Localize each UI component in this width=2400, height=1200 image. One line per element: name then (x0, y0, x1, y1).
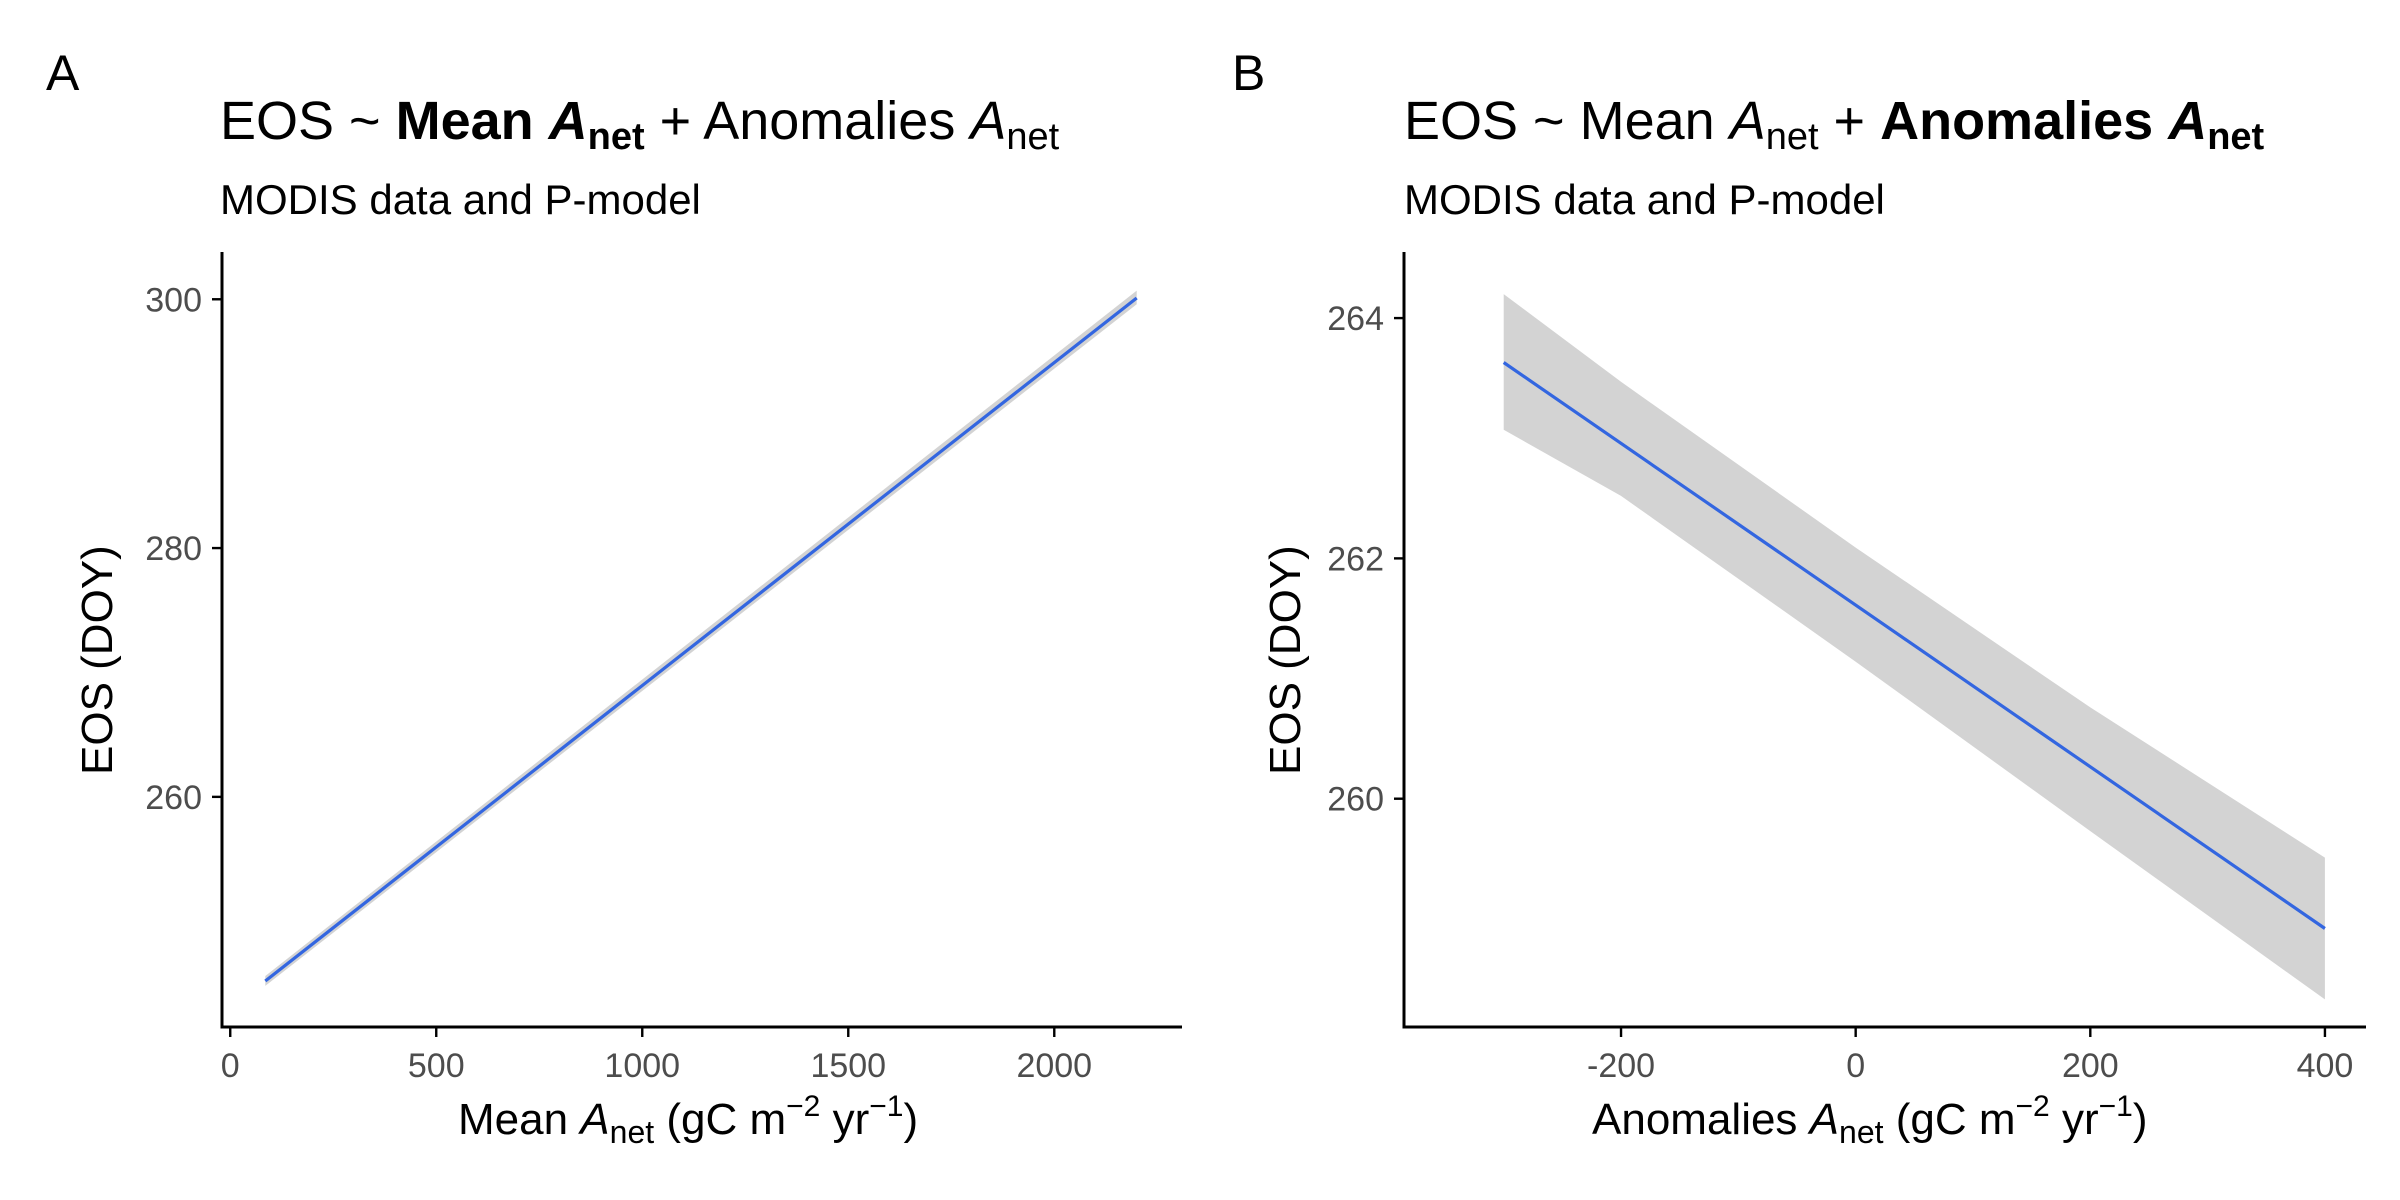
y-tick-label: 262 (1327, 540, 1384, 578)
x-tick-label: 1500 (810, 1047, 886, 1085)
title-term-sub: net (1006, 116, 1060, 158)
y-tick-label: 300 (145, 281, 202, 319)
chart-title: EOS ~ Mean Anet + Anomalies Anet (220, 86, 1059, 156)
xlabel-unit: (gC m (654, 1095, 787, 1144)
title-term-sub: net (2207, 116, 2265, 158)
y-axis-label: EOS (DOY) (1261, 545, 1310, 775)
chart-subtitle: MODIS data and P-model (1404, 176, 1885, 223)
title-term-anomalies: Anomalies Anet (1880, 91, 2264, 156)
x-tick-label: 500 (408, 1047, 465, 1085)
title-term-word: Mean (395, 91, 549, 151)
x-tick-label: 0 (1846, 1047, 1865, 1085)
title-term-var: A (548, 91, 588, 151)
title-term-word: Mean (1579, 91, 1730, 151)
xlabel-unit: yr (820, 1095, 870, 1144)
xlabel-exp: −1 (869, 1090, 904, 1123)
xlabel-unit: yr (2049, 1095, 2099, 1144)
panel-a: A EOS ~ Mean Anet + Anomalies Anet MODIS… (46, 45, 1182, 1149)
y-tick-label: 260 (1327, 781, 1384, 819)
xlabel-exp: −1 (2098, 1090, 2133, 1123)
y-tick-label: 280 (145, 530, 202, 568)
x-tick-label: 0 (221, 1047, 240, 1085)
x-tick-label: 200 (2062, 1047, 2119, 1085)
x-tick-label: 1000 (604, 1047, 680, 1085)
title-plus: + (1818, 91, 1881, 151)
plot-area-a: 0 500 1000 1500 2000 260 280 300 (145, 252, 1182, 1085)
y-axis-label: EOS (DOY) (73, 545, 122, 775)
fit-line (1502, 361, 2326, 930)
title-term-sub: net (1765, 116, 1819, 158)
xlabel-sub: net (1839, 1114, 1884, 1150)
fit-line (264, 296, 1138, 983)
title-term-sub: net (587, 116, 645, 158)
title-term-var: A (1729, 91, 1766, 151)
xlabel-pre: Anomalies (1592, 1095, 1810, 1144)
title-prefix: EOS ~ (1404, 91, 1580, 151)
xlabel-exp: −2 (2015, 1090, 2050, 1123)
xlabel-exp: −2 (786, 1090, 821, 1123)
title-plus: + (644, 91, 704, 151)
title-term-mean: Mean Anet (1579, 91, 1819, 156)
plot-area-b: -200 0 200 400 260 262 264 (1327, 252, 2366, 1085)
title-term-mean: Mean Anet (395, 91, 645, 156)
xlabel-var: A (580, 1095, 610, 1144)
title-term-var: A (2168, 91, 2208, 151)
y-tick-label: 264 (1327, 300, 1384, 338)
xlabel-unit: (gC m (1883, 1095, 2016, 1144)
panel-tag: A (46, 45, 80, 101)
chart-title: EOS ~ Mean Anet + Anomalies Anet (1404, 86, 2264, 156)
panel-b: B EOS ~ Mean Anet + Anomalies Anet MODIS… (1200, 0, 2400, 1200)
x-tick-label: 2000 (1016, 1047, 1092, 1085)
x-axis-label: Anomalies Anet (gC m−2 yr−1) (1592, 1092, 2148, 1149)
chart-subtitle: MODIS data and P-model (220, 176, 701, 223)
x-tick-label: 400 (2297, 1047, 2354, 1085)
xlabel-unit: ) (903, 1095, 919, 1144)
title-term-word: Anomalies (1880, 91, 2169, 151)
title-term-word: Anomalies (703, 91, 971, 151)
panel-tag: B (1232, 45, 1266, 101)
title-term-anomalies: Anomalies Anet (703, 91, 1059, 156)
x-tick-label: -200 (1587, 1047, 1655, 1085)
xlabel-unit: ) (2132, 1095, 2148, 1144)
y-tick-label: 260 (145, 779, 202, 817)
xlabel-pre: Mean (458, 1095, 581, 1144)
x-axis-label: Mean Anet (gC m−2 yr−1) (458, 1092, 919, 1149)
title-term-var: A (970, 91, 1007, 151)
title-prefix: EOS ~ (220, 91, 396, 151)
xlabel-sub: net (609, 1114, 655, 1150)
xlabel-var: A (1809, 1095, 1840, 1144)
